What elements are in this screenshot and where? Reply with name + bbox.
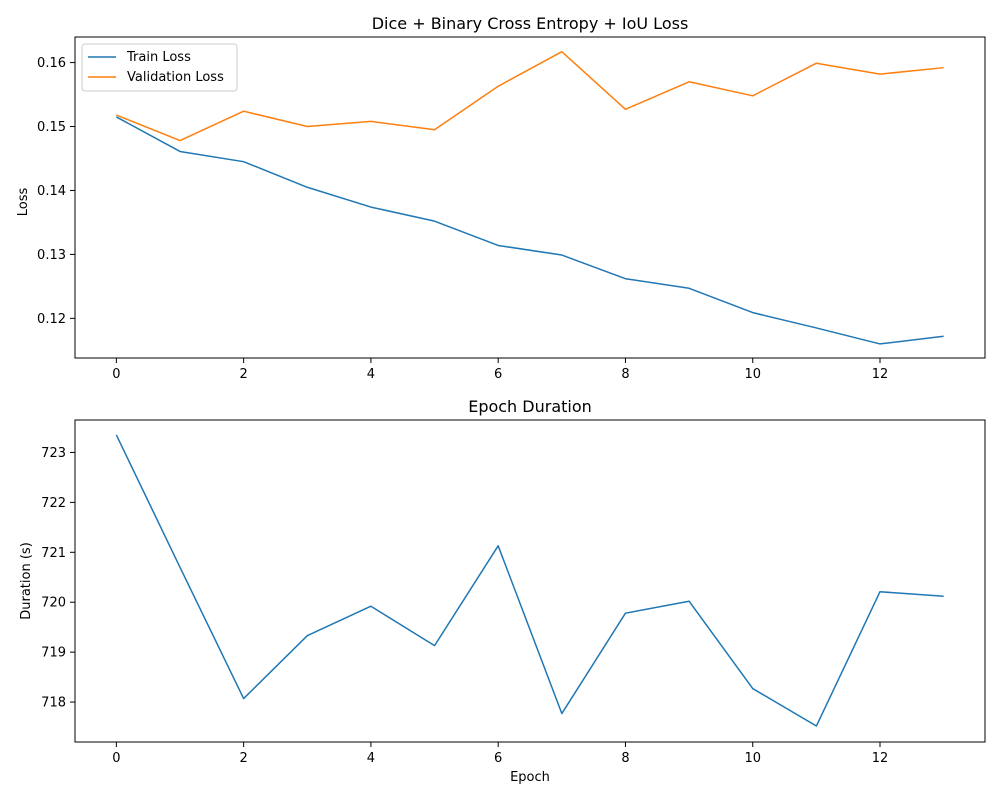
loss-chart-xtick-label: 0 xyxy=(112,367,120,382)
legend-label-validation-loss: Validation Loss xyxy=(127,70,224,85)
duration-chart-line-series-0 xyxy=(115,434,944,727)
duration-chart-xtick-label: 12 xyxy=(872,751,889,766)
loss-chart-ytick-label: 0.13 xyxy=(37,248,66,263)
loss-chart: Dice + Binary Cross Entropy + IoU Loss L… xyxy=(16,14,986,382)
legend-box xyxy=(81,43,238,92)
loss-chart-ytick-label: 0.16 xyxy=(37,56,66,71)
loss-chart-line-validation-loss xyxy=(116,50,944,142)
loss-chart-xtick-label: 6 xyxy=(494,367,502,382)
loss-chart-frame xyxy=(74,36,986,359)
duration-chart-xtick-label: 10 xyxy=(744,751,761,766)
loss-chart-xtick-label: 12 xyxy=(872,367,889,382)
duration-chart-ytick-label: 721 xyxy=(41,546,66,561)
duration-chart-ytick-label: 720 xyxy=(41,596,66,611)
duration-chart-title: Epoch Duration xyxy=(468,397,592,416)
duration-chart-frame xyxy=(74,419,986,743)
legend-label-train-loss: Train Loss xyxy=(126,50,191,65)
loss-chart-legend: Train Loss Validation Loss xyxy=(81,43,238,92)
loss-chart-xtick-label: 8 xyxy=(621,367,629,382)
duration-chart-xlabel: Epoch xyxy=(510,770,550,785)
duration-chart-ytick-label: 719 xyxy=(41,646,66,661)
duration-chart-xtick-label: 6 xyxy=(494,751,502,766)
loss-chart-xtick-label: 4 xyxy=(367,367,375,382)
loss-chart-ytick-label: 0.15 xyxy=(37,120,66,135)
loss-chart-line-train-loss xyxy=(116,116,944,345)
loss-chart-xtick-label: 10 xyxy=(744,367,761,382)
loss-chart-title: Dice + Binary Cross Entropy + IoU Loss xyxy=(372,14,689,33)
duration-chart: Epoch Duration Duration (s) Epoch 0 2 4 6 8 1… xyxy=(19,397,986,785)
duration-chart-ytick-label: 718 xyxy=(41,696,66,711)
duration-chart-xtick-label: 0 xyxy=(112,751,120,766)
loss-chart-xtick-label: 2 xyxy=(239,367,247,382)
duration-chart-xtick-label: 2 xyxy=(239,751,247,766)
loss-chart-plot: 0 2 4 6 8 10 12 0.12 0.13 0.14 0.15 0.16 xyxy=(37,50,944,382)
duration-chart-ylabel: Duration (s) xyxy=(19,542,34,620)
duration-chart-xtick-label: 8 xyxy=(621,751,629,766)
loss-chart-ytick-label: 0.12 xyxy=(37,312,66,327)
duration-chart-plot: 0 2 4 6 8 10 12 718 719 720 721 722 723 xyxy=(41,434,944,766)
loss-chart-ylabel: Loss xyxy=(16,188,31,217)
duration-chart-ytick-label: 722 xyxy=(41,496,66,511)
loss-chart-ytick-label: 0.14 xyxy=(37,184,66,199)
duration-chart-xtick-label: 4 xyxy=(367,751,375,766)
duration-chart-ytick-label: 723 xyxy=(41,446,66,461)
